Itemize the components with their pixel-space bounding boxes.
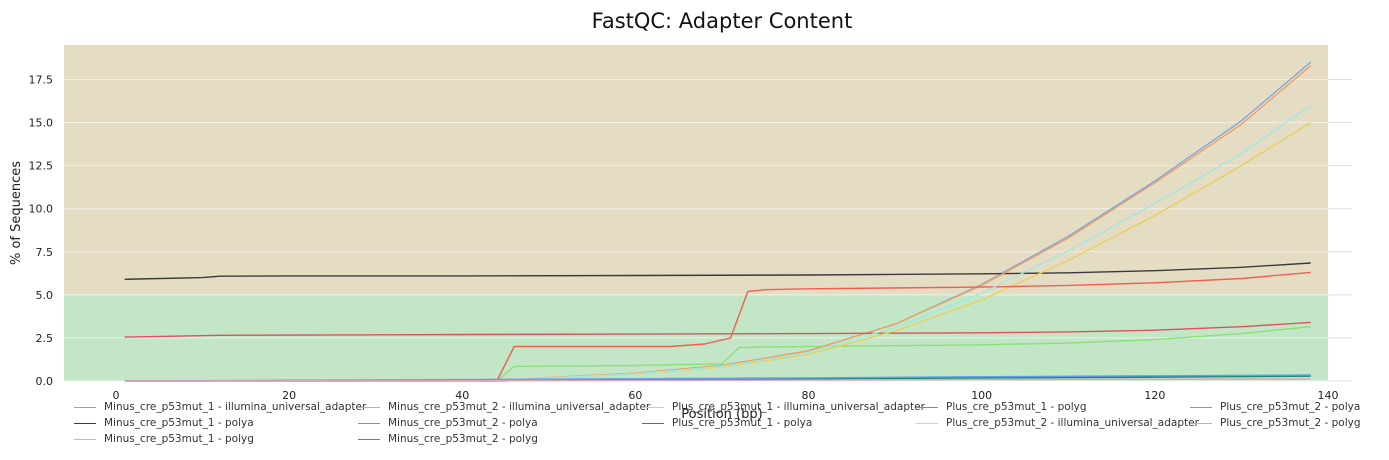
series-line-10 <box>124 374 1311 382</box>
legend-label: Plus_cre_p53mut_1 - polya <box>672 417 813 429</box>
series-line-1 <box>124 262 1311 280</box>
x-tick-label: 120 <box>1144 389 1165 402</box>
legend-item[interactable]: Minus_cre_p53mut_1 - polya <box>74 417 254 429</box>
legend-item[interactable]: Plus_cre_p53mut_2 - polya <box>1190 401 1360 413</box>
legend-item[interactable]: Minus_cre_p53mut_2 - polya <box>358 417 538 429</box>
legend-label: Plus_cre_p53mut_2 - polya <box>1220 401 1361 413</box>
legend-swatch <box>1190 422 1212 424</box>
legend-label: Plus_cre_p53mut_1 - polyg <box>946 401 1087 413</box>
legend-label: Minus_cre_p53mut_1 - polyg <box>104 433 254 445</box>
legend-item[interactable]: Minus_cre_p53mut_1 - polyg <box>74 433 254 445</box>
x-tick-label: 80 <box>802 389 816 402</box>
x-tick-label: 20 <box>282 389 296 402</box>
x-tick-label: 100 <box>971 389 992 402</box>
y-tick-label: 12.5 <box>29 160 54 173</box>
legend-label: Plus_cre_p53mut_2 - polyg <box>1220 417 1361 429</box>
legend-swatch <box>74 422 96 424</box>
legend-swatch <box>916 406 938 408</box>
series-line-9 <box>124 104 1312 382</box>
legend-swatch <box>358 406 380 408</box>
legend-label: Minus_cre_p53mut_1 - illumina_universal_… <box>104 401 367 413</box>
legend-swatch <box>1190 406 1212 408</box>
y-tick-label: 2.5 <box>36 332 54 345</box>
legend-swatch <box>642 406 664 408</box>
series-line-5 <box>124 321 1311 338</box>
legend-label: Minus_cre_p53mut_2 - polya <box>388 417 538 429</box>
legend-swatch <box>358 422 380 424</box>
legend-label: Minus_cre_p53mut_2 - polyg <box>388 433 538 445</box>
y-tick-label: 17.5 <box>29 73 54 86</box>
series-line-11 <box>124 378 1311 382</box>
legend-swatch <box>642 422 664 424</box>
y-tick-label: 7.5 <box>36 246 54 259</box>
x-tick-label: 0 <box>112 389 119 402</box>
series-line-2 <box>124 326 1311 382</box>
legend-swatch <box>916 422 938 424</box>
series-line-8 <box>124 271 1311 382</box>
legend-item[interactable]: Plus_cre_p53mut_1 - illumina_universal_a… <box>642 401 925 413</box>
legend-item[interactable]: Minus_cre_p53mut_2 - polyg <box>358 433 538 445</box>
legend-item[interactable]: Plus_cre_p53mut_2 - polyg <box>1190 417 1361 429</box>
y-tick-label: 0.0 <box>36 375 54 388</box>
legend-label: Minus_cre_p53mut_2 - illumina_universal_… <box>388 401 651 413</box>
background-band-1 <box>64 45 1328 295</box>
y-axis-label: % of Sequences <box>9 161 24 265</box>
legend-swatch <box>358 438 380 440</box>
legend-swatch <box>74 438 96 440</box>
y-tick-label: 15.0 <box>29 117 54 130</box>
legend-label: Plus_cre_p53mut_2 - illumina_universal_a… <box>946 417 1199 429</box>
x-tick-label: 60 <box>628 389 642 402</box>
x-tick-label: 40 <box>455 389 469 402</box>
y-tick-label: 5.0 <box>36 289 54 302</box>
legend-item[interactable]: Plus_cre_p53mut_1 - polya <box>642 417 812 429</box>
legend-label: Minus_cre_p53mut_1 - polya <box>104 417 254 429</box>
x-axis-label: Position (bp) <box>681 407 762 422</box>
legend-item[interactable]: Plus_cre_p53mut_2 - illumina_universal_a… <box>916 417 1199 429</box>
legend-swatch <box>74 406 96 408</box>
x-tick-label: 140 <box>1318 389 1339 402</box>
legend-label: Plus_cre_p53mut_1 - illumina_universal_a… <box>672 401 925 413</box>
legend-item[interactable]: Minus_cre_p53mut_1 - illumina_universal_… <box>74 401 366 413</box>
y-tick-label: 10.0 <box>29 203 54 216</box>
chart-legend: Minus_cre_p53mut_1 - illumina_universal_… <box>0 398 1389 454</box>
legend-item[interactable]: Minus_cre_p53mut_2 - illumina_universal_… <box>358 401 650 413</box>
legend-item[interactable]: Plus_cre_p53mut_1 - polyg <box>916 401 1087 413</box>
chart-title: FastQC: Adapter Content <box>592 9 853 33</box>
